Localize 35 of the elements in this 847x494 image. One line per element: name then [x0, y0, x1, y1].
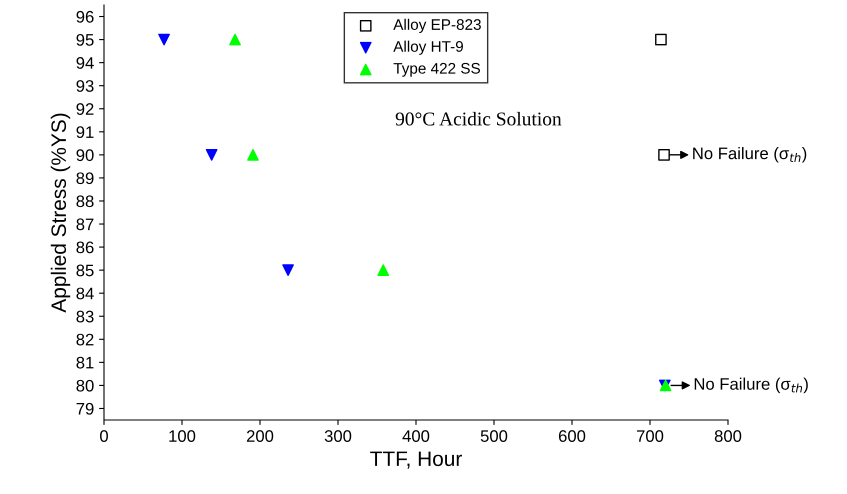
x-tick-label: 500 — [480, 430, 508, 442]
y-tick-label: 95 — [76, 34, 94, 46]
y-tick-label: 81 — [76, 356, 94, 369]
annotation: No Failure (σ$_{th}$) — [694, 378, 808, 394]
y-tick-label: 91 — [76, 126, 94, 138]
y-tick-label: 83 — [76, 310, 94, 322]
legend-label: Alloy HT-9 — [393, 40, 463, 55]
annotation: 90°C Acidic Solution — [396, 112, 562, 126]
x-axis-title: TTF, Hour — [370, 452, 462, 469]
x-tick-label: 300 — [324, 430, 352, 442]
x-tick-label: 200 — [246, 430, 274, 442]
x-tick-label: 100 — [169, 430, 196, 442]
legend-label: Type 422 SS — [394, 62, 480, 77]
x-tick-label: 700 — [636, 430, 664, 442]
y-tick-label: 90 — [76, 149, 94, 162]
y-tick-label: 93 — [76, 80, 94, 92]
y-tick-label: 87 — [76, 218, 94, 230]
y-tick-label: 86 — [76, 241, 94, 254]
y-tick-label: 79 — [76, 402, 94, 415]
y-axis-title: Applied Stress (%YS) — [50, 114, 70, 313]
x-tick-label: 600 — [558, 430, 586, 442]
legend-label: Alloy EP-823 — [393, 18, 481, 33]
y-tick-label: 85 — [76, 264, 94, 276]
y-tick-label: 82 — [76, 334, 94, 346]
y-tick-label: 89 — [76, 172, 94, 184]
x-tick-label: 400 — [402, 430, 430, 442]
y-tick-label: 96 — [76, 10, 94, 23]
y-tick-label: 84 — [76, 288, 94, 300]
y-tick-label: 94 — [76, 57, 94, 69]
annotation: No Failure (σ$_{th}$) — [693, 147, 806, 163]
y-tick-label: 88 — [76, 195, 94, 208]
y-tick-label: 80 — [76, 380, 94, 392]
y-tick-label: 92 — [76, 103, 94, 115]
x-tick-label: 800 — [714, 430, 742, 442]
x-tick-label: 0 — [100, 430, 108, 442]
